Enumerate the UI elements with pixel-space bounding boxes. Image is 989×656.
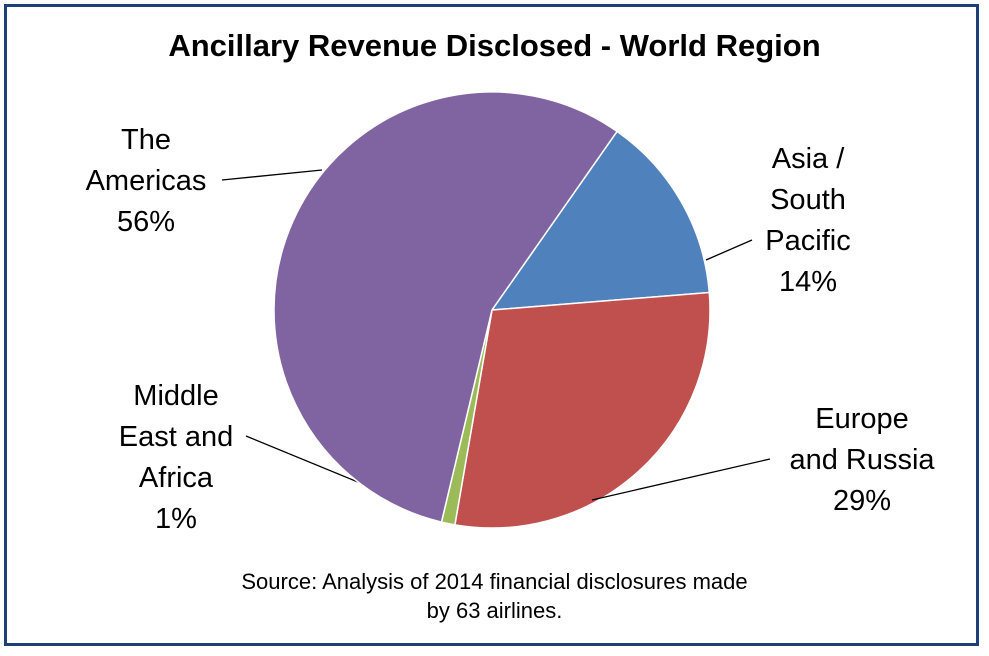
- slice-label: Asia / South Pacific 14%: [765, 143, 850, 298]
- slice-label-line: and Russia: [789, 444, 935, 476]
- slice-label: Europe and Russia 29%: [789, 403, 935, 517]
- pie-slice: [454, 291, 711, 529]
- slice-label-line: 56%: [117, 206, 175, 238]
- chart-title: Ancillary Revenue Disclosed - World Regi…: [168, 28, 821, 63]
- pie-slice: [490, 130, 711, 311]
- leader-line: [705, 239, 753, 261]
- slice-label-line: Asia /: [772, 143, 845, 175]
- slice-label-line: The: [121, 124, 171, 156]
- slice-label-line: 29%: [833, 485, 891, 517]
- slice-label-line: East and: [119, 421, 233, 453]
- slice-label-line: Middle: [133, 380, 218, 412]
- pie-slice: [273, 91, 619, 523]
- source-line-1: Source: Analysis of 2014 financial discl…: [241, 569, 748, 594]
- slice-label-line: Americas: [86, 165, 207, 197]
- slice-label: The Americas 56%: [86, 124, 207, 238]
- slice-label-line: 1%: [155, 503, 197, 535]
- leader-line: [221, 169, 323, 181]
- leader-line: [591, 458, 771, 501]
- slice-label-line: Europe: [815, 403, 909, 435]
- source-note: Source: Analysis of 2014 financial discl…: [0, 567, 989, 625]
- slice-label-line: Pacific: [765, 225, 850, 257]
- slice-label-line: Africa: [139, 462, 214, 494]
- slice-label: Middle East and Africa 1%: [119, 380, 233, 535]
- source-line-2: by 63 airlines.: [426, 598, 563, 623]
- slice-label-line: South: [770, 184, 846, 216]
- slice-label-line: 14%: [779, 266, 837, 298]
